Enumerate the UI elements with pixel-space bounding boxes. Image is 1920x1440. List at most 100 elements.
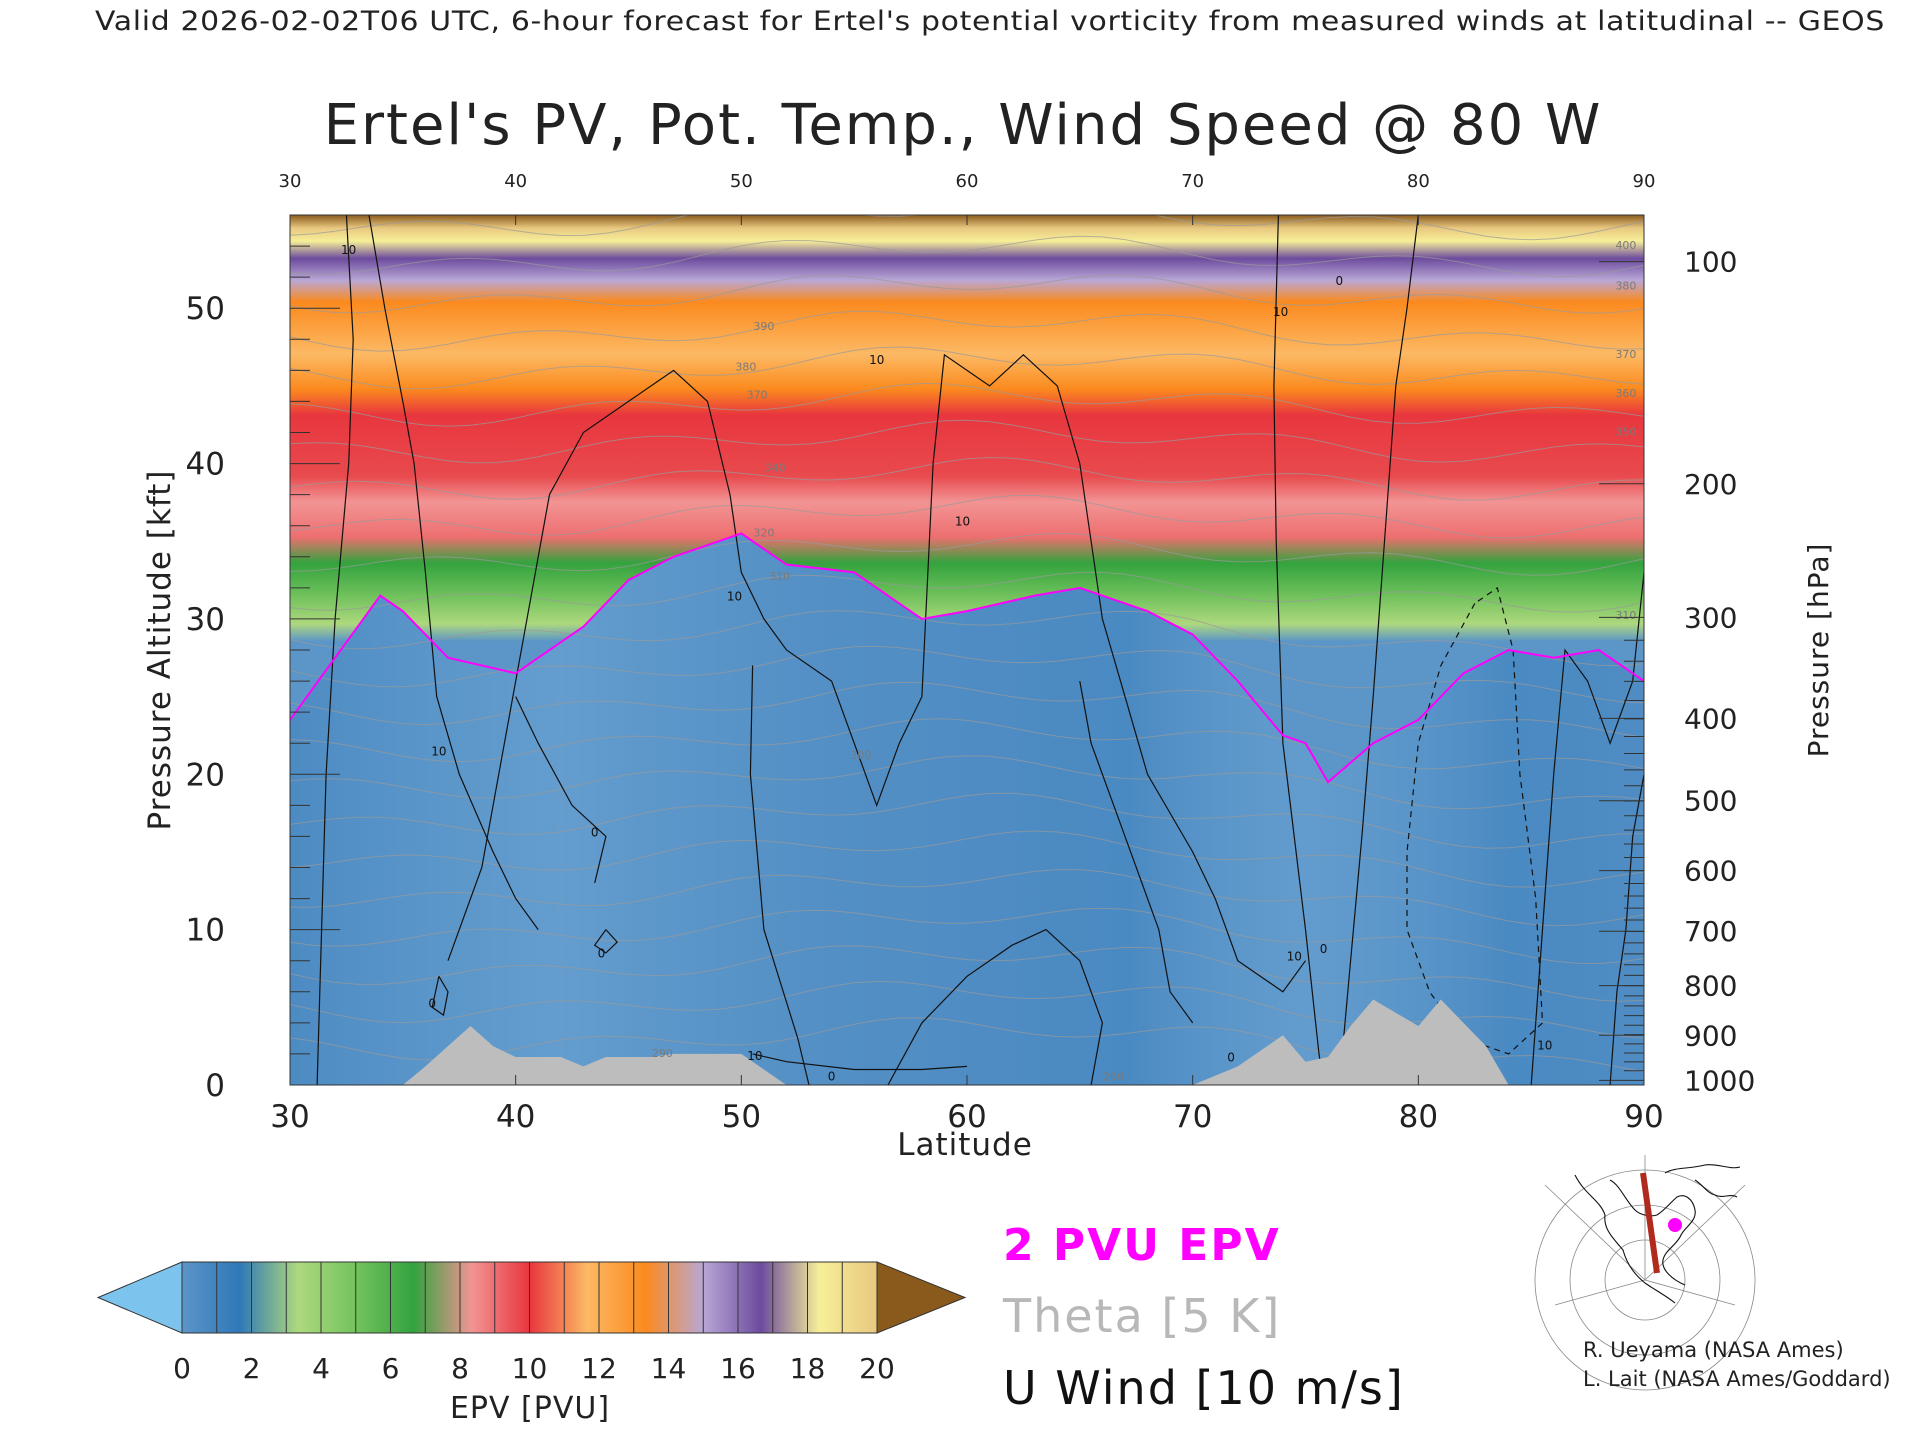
colorbar-tick-label: 16	[720, 1352, 756, 1385]
wind-label: 10	[431, 745, 446, 759]
x-tick-label: 80	[1399, 1099, 1438, 1135]
colorbar-tick-label: 14	[651, 1352, 687, 1385]
theta-label: 300	[850, 749, 871, 762]
pressure-tick-label: 300	[1684, 601, 1737, 634]
wind-contour	[368, 215, 539, 930]
theta-contour	[290, 382, 1644, 427]
map-inset	[1534, 1155, 1756, 1391]
plot-area: 390 380 370 340 320 310 300 290 250 400 380 370 360 3…	[290, 215, 1644, 1085]
pressure-tick-label: 100	[1684, 246, 1737, 279]
theta-contour	[290, 419, 1644, 464]
colorbar-tick-label: 12	[581, 1352, 617, 1385]
theta-contour	[290, 681, 1644, 738]
pressure-tick-label: 900	[1684, 1019, 1737, 1052]
wind-label: 0	[598, 947, 606, 961]
y-tick-label: 50	[186, 291, 225, 327]
theta-contour	[290, 235, 1644, 278]
theta-contour	[290, 532, 1644, 576]
theta-labels: 390 380 370 340 320 310 300 290 250 400 380 370 360 3…	[652, 239, 1637, 1083]
wind-label: 10	[747, 1049, 762, 1063]
theta-label: 290	[652, 1047, 673, 1060]
credit-line-1: R. Ueyama (NASA Ames)	[1583, 1338, 1844, 1362]
wind-label: 10	[727, 589, 742, 603]
pressure-tick-label: 1000	[1684, 1064, 1755, 1097]
theta-label: 320	[753, 527, 774, 540]
legend-item: Theta [5 K]	[1002, 1289, 1281, 1343]
legend-item: 2 PVU EPV	[1003, 1220, 1281, 1271]
x-axis-top: 30 40 50 60 70 80 90	[279, 171, 1656, 225]
wind-label: 10	[869, 353, 884, 367]
wind-contour	[593, 929, 619, 954]
orography	[290, 999, 1644, 1085]
chart-title: Ertel's PV, Pot. Temp., Wind Speed @ 80 …	[324, 93, 1603, 158]
theta-label: 380	[1615, 280, 1636, 293]
x-top-tick-label: 60	[956, 171, 979, 192]
legend: 2 PVU EPV Theta [5 K] U Wind [10 m/s]	[1002, 1220, 1403, 1415]
colorbar-tick-label: 0	[173, 1352, 191, 1385]
theta-contour	[290, 907, 1644, 965]
theta-contour	[290, 830, 1644, 888]
credit-line-2: L. Lait (NASA Ames/Goddard)	[1583, 1367, 1891, 1391]
map-meridian	[1644, 1279, 1736, 1306]
x-axis-label: Latitude	[897, 1127, 1033, 1163]
wind-contour	[1338, 215, 1419, 1085]
theta-contour	[290, 274, 1644, 314]
colorbar-label: EPV [PVU]	[450, 1391, 610, 1426]
theta-label: 370	[1615, 348, 1636, 361]
theta-contour	[290, 610, 1644, 667]
y-axis-left-label: Pressure Altitude [kft]	[142, 470, 178, 831]
theta-contour	[290, 718, 1644, 770]
x-top-tick-label: 40	[504, 171, 527, 192]
wind-label: 0	[1336, 274, 1344, 288]
theta-contour	[290, 792, 1644, 849]
colorbar-tick-label: 6	[382, 1352, 400, 1385]
x-axis-bottom: 30 40 50 60 70 80 90	[270, 1075, 1664, 1135]
theta-label: 390	[753, 320, 774, 333]
colorbar: 0 2 4 6 8 10 12 14 16 18 20	[96, 1261, 967, 1385]
theta-label: 350	[1615, 426, 1636, 439]
theta-contour	[290, 310, 1644, 352]
two-pvu-contour	[290, 532, 1644, 784]
theta-contour	[290, 755, 1644, 810]
y-tick-label: 40	[186, 447, 225, 483]
wind-label: 0	[428, 996, 436, 1010]
y-tick-label: 30	[186, 602, 225, 638]
wind-contour	[887, 928, 1104, 1085]
map-meridian	[1554, 1279, 1646, 1306]
wind-contour-negative	[1406, 586, 1544, 1055]
wind-contour	[1273, 215, 1325, 1085]
pressure-tick-label: 400	[1684, 702, 1737, 735]
x-top-tick-label: 70	[1181, 171, 1204, 192]
theta-contour	[290, 456, 1644, 501]
wind-labels: 10 10 10 0 0 0 10 10 10 0 10 0 0 10 10 0	[341, 243, 1552, 1083]
wind-contour	[1530, 572, 1644, 1085]
theta-label: 310	[1615, 609, 1636, 622]
theta-label: 250	[1103, 1070, 1124, 1083]
x-top-tick-label: 90	[1633, 171, 1656, 192]
theta-contour	[290, 494, 1644, 539]
theta-contour	[290, 346, 1644, 390]
map-coastline	[1574, 1164, 1741, 1304]
wind-contour	[431, 975, 449, 1017]
wind-label: 0	[1227, 1051, 1235, 1065]
theta-contour	[290, 945, 1644, 1002]
theta-label: 310	[769, 570, 790, 583]
colorbar-tick-label: 18	[790, 1352, 826, 1385]
colorbar-tick-label: 2	[243, 1352, 261, 1385]
wind-label: 0	[828, 1069, 836, 1083]
theta-label: 360	[1615, 387, 1636, 400]
theta-contour	[290, 645, 1644, 704]
wind-contour	[515, 696, 607, 884]
wind-label: 10	[1287, 950, 1302, 964]
pressure-tick-label: 500	[1684, 785, 1737, 818]
colorbar-tick-label: 4	[312, 1352, 330, 1385]
x-tick-label: 40	[496, 1099, 535, 1135]
y-axis-left: 0 10 20 30 40 50	[186, 245, 340, 1104]
x-tick-label: 30	[270, 1099, 309, 1135]
colorbar-tick-label: 20	[859, 1352, 895, 1385]
theta-label: 370	[747, 388, 768, 401]
y-tick-label: 20	[186, 757, 225, 793]
pressure-tick-label: 600	[1684, 855, 1737, 888]
y-tick-label: 10	[186, 913, 225, 949]
